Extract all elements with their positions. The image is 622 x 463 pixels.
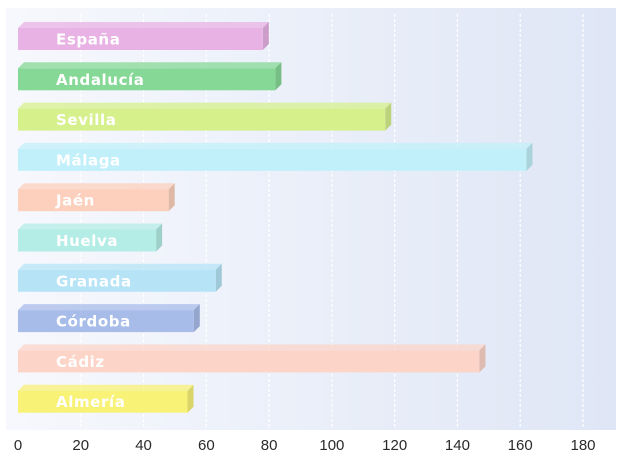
bar-top-face bbox=[18, 384, 194, 391]
x-tick-label: 160 bbox=[508, 437, 533, 454]
bar-label: Málaga bbox=[56, 151, 121, 169]
bar-label: España bbox=[56, 31, 120, 49]
bar-front-face bbox=[18, 310, 194, 333]
x-tick-label: 20 bbox=[72, 437, 89, 454]
bar-4: Jaén bbox=[18, 183, 175, 212]
bar-label: Andalucía bbox=[56, 71, 145, 89]
bar-front-face bbox=[18, 28, 263, 50]
bar-0: España bbox=[18, 22, 269, 50]
bar-label: Sevilla bbox=[56, 111, 117, 129]
bar-top-face bbox=[18, 344, 486, 351]
bar-label: Jaén bbox=[55, 192, 95, 210]
x-tick-label: 140 bbox=[445, 437, 470, 454]
x-tick-label: 40 bbox=[135, 437, 152, 454]
bar-side-face bbox=[275, 62, 282, 91]
bar-label: Córdoba bbox=[56, 313, 131, 331]
bar-top-face bbox=[18, 223, 163, 230]
bar-6: Granada bbox=[18, 263, 222, 292]
bar-label: Almería bbox=[56, 393, 125, 411]
bar-3: Málaga bbox=[18, 142, 533, 171]
bar-1: Andalucía bbox=[18, 62, 282, 91]
bar-side-face bbox=[168, 183, 175, 212]
bar-front-face bbox=[18, 108, 386, 131]
bar-top-face bbox=[18, 62, 282, 69]
x-tick-label: 0 bbox=[14, 437, 22, 454]
x-tick-label: 80 bbox=[261, 437, 278, 454]
bar-side-face bbox=[156, 223, 163, 252]
x-tick-label: 60 bbox=[198, 437, 215, 454]
bar-5: Huelva bbox=[18, 223, 163, 252]
bar-side-face bbox=[215, 263, 222, 292]
bar-front-face bbox=[18, 269, 216, 292]
bar-top-face bbox=[18, 304, 200, 311]
bars: España Andalucía Sevilla Málaga Jaén Huelva Gr… bbox=[18, 22, 533, 413]
x-tick-label: 120 bbox=[382, 437, 407, 454]
x-tick-label: 100 bbox=[319, 437, 344, 454]
bar-top-face bbox=[18, 102, 392, 109]
bar-side-face bbox=[262, 22, 269, 50]
bar-side-face bbox=[187, 384, 194, 413]
bar-front-face bbox=[18, 229, 157, 252]
bar-front-face bbox=[18, 350, 480, 373]
bar-8: Cádiz bbox=[18, 344, 486, 373]
bar-label: Granada bbox=[56, 272, 132, 290]
bar-side-face bbox=[385, 102, 392, 131]
bar-label: Huelva bbox=[56, 232, 118, 250]
x-axis-ticks: 0 20 40 60 80 100 120 140 160 180 bbox=[14, 437, 596, 454]
bar-top-face bbox=[18, 263, 222, 270]
bar-7: Córdoba bbox=[18, 304, 200, 333]
bar-top-face bbox=[18, 142, 533, 149]
bar-side-face bbox=[526, 142, 533, 171]
bar-side-face bbox=[193, 304, 200, 333]
x-tick-label: 180 bbox=[570, 437, 595, 454]
bar-front-face bbox=[18, 148, 527, 171]
bar-front-face bbox=[18, 390, 188, 413]
bar-label: Cádiz bbox=[56, 353, 105, 371]
bar-front-face bbox=[18, 189, 169, 212]
bar-top-face bbox=[18, 183, 175, 190]
bar-9: Almería bbox=[18, 384, 194, 413]
bar-2: Sevilla bbox=[18, 102, 392, 131]
bar-front-face bbox=[18, 68, 276, 91]
bar-side-face bbox=[479, 344, 486, 373]
bar-top-face bbox=[18, 22, 269, 28]
